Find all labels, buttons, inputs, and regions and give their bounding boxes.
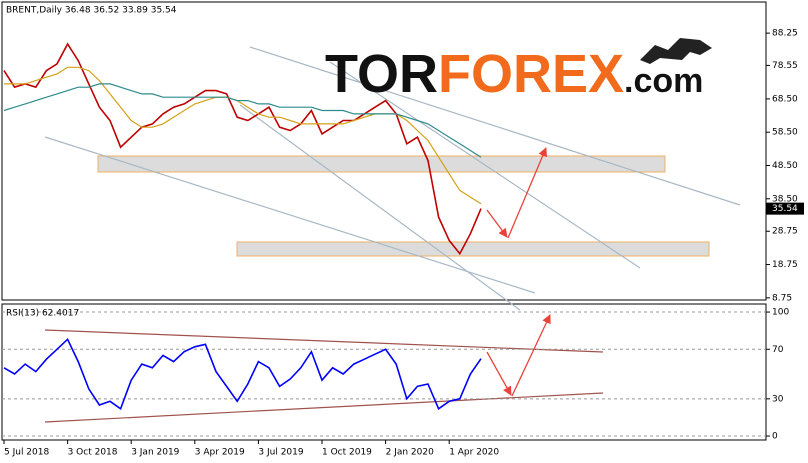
y-tick-label: 58.50 [772, 128, 798, 138]
x-tick-label: 3 Jan 2019 [131, 448, 179, 458]
rsi-trend-lines [44, 329, 604, 423]
resistance-zone [97, 155, 666, 173]
arrow [507, 147, 548, 239]
series-line [4, 66, 482, 205]
bull-logo [640, 38, 712, 64]
x-tick-label: 3 Oct 2018 [68, 448, 118, 458]
y-tick-label: 0 [772, 432, 778, 442]
y-tick-label: 18.75 [772, 260, 798, 270]
series-line [3, 337, 482, 411]
y-tick-label: 68.50 [772, 94, 798, 104]
chart-title: BRENT,Daily 36.48 36.52 33.89 35.54 [6, 6, 177, 16]
trend-line [239, 104, 521, 311]
x-tick-label: 5 Jul 2018 [4, 448, 49, 458]
support-zone [236, 241, 710, 257]
y-tick-label: 100 [772, 308, 789, 318]
series-line [3, 42, 482, 256]
watermark: TORFOREX.com [325, 44, 703, 104]
arrow [486, 351, 512, 396]
series-line [3, 83, 482, 158]
x-tick-label: 3 Apr 2019 [195, 448, 245, 458]
y-tick-label: 88.25 [772, 29, 798, 39]
y-tick-label: 30 [772, 394, 784, 404]
arrow [511, 314, 551, 397]
trend-line [44, 136, 536, 294]
x-tick-label: 1 Oct 2019 [322, 448, 372, 458]
watermark-part: .com [624, 62, 703, 100]
price-pane [1, 1, 767, 301]
y-tick-label: 70 [772, 345, 784, 355]
x-tick-label: 2 Jan 2020 [386, 448, 434, 458]
rsi-title: RSI(13) 62.4017 [6, 309, 79, 319]
y-tick-label: 38.50 [772, 194, 798, 204]
trend-line [44, 329, 604, 353]
y-tick-label: 48.50 [772, 161, 798, 171]
y-tick-label: 8.75 [772, 293, 792, 303]
rsi-pane [1, 303, 767, 441]
x-tick-label: 1 Apr 2020 [449, 448, 499, 458]
last-price-box [766, 202, 804, 215]
trend-line [44, 392, 604, 423]
forecast-arrows [486, 147, 551, 397]
watermark-part: TOR [325, 44, 438, 104]
y-tick-label: 78.55 [772, 61, 798, 71]
last-price-label: 35.54 [772, 204, 798, 214]
x-tick-label: 3 Jul 2019 [258, 448, 303, 458]
y-tick-label: 28.75 [772, 227, 798, 237]
watermark-part: FOREX [438, 44, 624, 104]
series-layer [2, 42, 766, 437]
trend-line [249, 46, 741, 206]
arrow [486, 209, 508, 238]
trend-lines [44, 46, 741, 311]
trend-line [329, 61, 641, 269]
